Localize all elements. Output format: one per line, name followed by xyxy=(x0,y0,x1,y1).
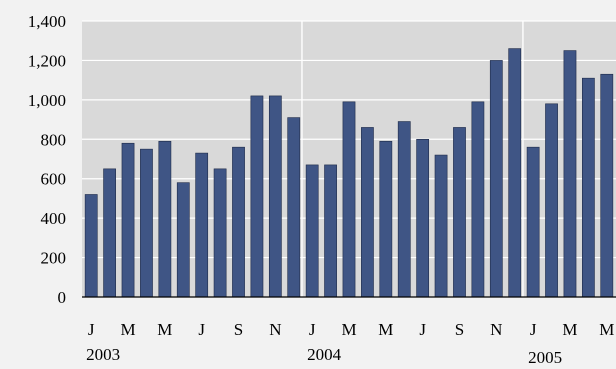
x-tick-label: M xyxy=(341,320,356,339)
year-label: 2004 xyxy=(307,345,342,364)
bar xyxy=(563,50,577,298)
x-tick-label: J xyxy=(88,320,95,339)
bar xyxy=(453,127,466,298)
bar xyxy=(379,140,393,298)
bar xyxy=(489,60,503,298)
x-tick-label: M xyxy=(157,320,172,339)
x-tick-label: J xyxy=(530,320,537,339)
bar xyxy=(195,152,209,298)
y-tick-label: 200 xyxy=(41,249,67,268)
bar xyxy=(140,148,153,298)
year-label: 2005 xyxy=(528,348,562,364)
bar xyxy=(397,121,411,298)
bar xyxy=(305,164,319,298)
x-tick-label: J xyxy=(198,320,205,339)
y-tick-label: 1,000 xyxy=(28,91,66,110)
bar xyxy=(361,127,374,298)
x-tick-label: M xyxy=(562,320,577,339)
x-tick-label: M xyxy=(599,320,614,339)
y-tick-label: 400 xyxy=(41,209,67,228)
bar xyxy=(508,48,522,298)
bar xyxy=(324,164,337,298)
x-tick-label: J xyxy=(309,320,316,339)
x-tick-label: J xyxy=(419,320,426,339)
bar xyxy=(581,77,595,298)
y-tick-label: 800 xyxy=(41,130,67,149)
bar xyxy=(232,146,245,298)
bar xyxy=(176,182,190,298)
y-tick-label: 600 xyxy=(41,170,67,189)
x-tick-label: M xyxy=(378,320,393,339)
bar xyxy=(434,154,448,298)
bar xyxy=(416,138,430,298)
bar xyxy=(342,101,356,298)
y-tick-label: 1,200 xyxy=(28,51,66,70)
y-tick-label: 0 xyxy=(58,288,67,307)
bar xyxy=(103,168,116,298)
bar xyxy=(545,103,558,298)
bar xyxy=(471,101,485,298)
x-tick-label: S xyxy=(234,320,243,339)
bar xyxy=(158,140,172,298)
bars-group xyxy=(84,48,614,298)
bar xyxy=(121,142,135,298)
x-tick-label: M xyxy=(120,320,135,339)
bar xyxy=(213,168,227,298)
bar xyxy=(526,146,540,298)
x-tick-label: S xyxy=(455,320,464,339)
bar xyxy=(600,73,614,298)
x-tick-label: N xyxy=(269,320,281,339)
bar xyxy=(84,194,98,298)
bar xyxy=(268,95,282,298)
bar xyxy=(287,117,301,298)
y-axis: 0 200 400 600 800 1,000 1,200 1,400 xyxy=(28,12,66,307)
x-tick-label: N xyxy=(490,320,502,339)
y-tick-label: 1,400 xyxy=(28,12,66,31)
bar xyxy=(250,95,264,298)
year-label: 2003 xyxy=(86,345,120,364)
